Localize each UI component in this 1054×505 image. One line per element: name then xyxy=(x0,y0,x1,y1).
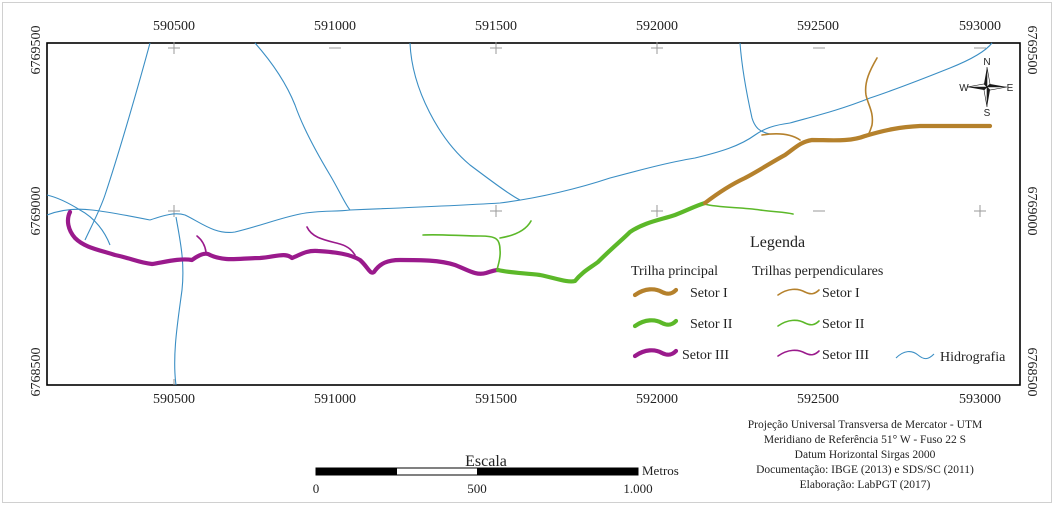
legend-principal-header: Trilha principal xyxy=(631,264,718,279)
map-frame xyxy=(46,42,1021,386)
main-trail xyxy=(65,123,993,284)
north-label: N xyxy=(983,57,990,68)
legend-label-hidrografia: Hidrografia xyxy=(940,350,1006,365)
x-tick-label: 592500 xyxy=(797,19,839,34)
x-tick-label: 593000 xyxy=(959,19,1001,34)
scale-label: 500 xyxy=(467,481,487,496)
x-tick-label: 591000 xyxy=(314,19,356,34)
x-tick-label: 591500 xyxy=(475,392,517,407)
grid-crosses xyxy=(168,42,986,385)
credits-line: Meridiano de Referência 51° W - Fuso 22 … xyxy=(764,434,966,446)
x-tick-label: 591000 xyxy=(314,392,356,407)
x-tick-label: 591500 xyxy=(475,19,517,34)
legend-label-main-setor-i: Setor I xyxy=(690,286,728,301)
legend-symbol-hidrografia xyxy=(895,351,935,360)
y-tick-label: 6769000 xyxy=(1024,187,1039,236)
legend-symbol-perp-setor-i xyxy=(777,288,820,296)
legend-label-main-setor-ii: Setor II xyxy=(690,317,733,332)
y-tick-label: 6769500 xyxy=(29,26,44,75)
legend-label-perp-setor-i: Setor I xyxy=(822,286,860,301)
south-label: S xyxy=(984,108,991,119)
legend-title: Legenda xyxy=(750,234,805,251)
legend-label-main-setor-iii: Setor III xyxy=(682,348,729,363)
legend: Legenda Trilha principal Trilhas perpend… xyxy=(631,234,1006,365)
scale-bar: Escala Metros 0 500 1.000 xyxy=(313,453,679,496)
x-tick-labels-bottom: 590500 591000 591500 592000 592500 59300… xyxy=(153,392,1001,407)
legend-symbol-main-setor-i xyxy=(632,287,679,298)
x-tick-label: 592000 xyxy=(636,19,678,34)
x-tick-labels-top: 590500 591000 591500 592000 592500 59300… xyxy=(153,19,1001,34)
legend-perpendicular-header: Trilhas perpendiculares xyxy=(752,264,883,279)
x-tick-label: 590500 xyxy=(153,392,195,407)
credits-line: Elaboração: LabPGT (2017) xyxy=(800,479,931,491)
y-tick-labels-left: 6769500 6769000 6768500 xyxy=(29,26,44,397)
x-tick-label: 592000 xyxy=(636,392,678,407)
legend-symbol-main-setor-ii xyxy=(632,318,679,329)
scale-label: 1.000 xyxy=(623,481,652,496)
y-tick-labels-right: 6769500 6769000 6768500 xyxy=(1024,26,1039,397)
credits: Projeção Universal Transversa de Mercato… xyxy=(748,419,982,491)
y-tick-label: 6768500 xyxy=(29,348,44,397)
y-tick-label: 6768500 xyxy=(1024,348,1039,397)
y-tick-label: 6769000 xyxy=(29,187,44,236)
scale-label: 0 xyxy=(313,481,320,496)
legend-label-perp-setor-iii: Setor III xyxy=(822,348,869,363)
credits-line: Projeção Universal Transversa de Mercato… xyxy=(748,419,982,431)
x-tick-label: 593000 xyxy=(959,392,1001,407)
y-tick-label: 6769500 xyxy=(1024,26,1039,75)
east-label: E xyxy=(1007,83,1014,94)
legend-symbol-perp-setor-ii xyxy=(777,319,820,327)
hydrography xyxy=(46,42,993,386)
scale-title: Escala xyxy=(465,453,507,470)
legend-label-perp-setor-ii: Setor II xyxy=(822,317,865,332)
credits-line: Datum Horizontal Sirgas 2000 xyxy=(795,449,936,461)
north-arrow: N S E W xyxy=(959,57,1013,119)
x-tick-label: 592500 xyxy=(797,392,839,407)
credits-line: Documentação: IBGE (2013) e SDS/SC (2011… xyxy=(756,464,974,476)
scale-unit: Metros xyxy=(642,463,679,478)
x-tick-label: 590500 xyxy=(153,19,195,34)
legend-symbol-perp-setor-iii xyxy=(777,349,820,357)
west-label: W xyxy=(959,83,969,94)
legend-symbol-main-setor-iii xyxy=(632,348,679,359)
